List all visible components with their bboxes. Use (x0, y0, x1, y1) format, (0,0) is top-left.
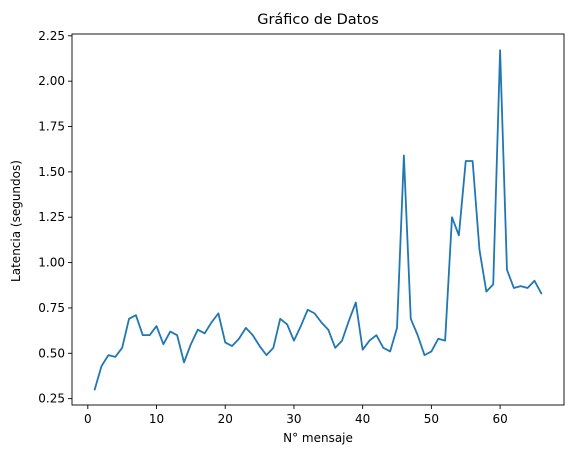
y-tick-label: 0.50 (38, 346, 65, 360)
chart-title: Gráfico de Datos (257, 12, 379, 28)
x-tick-label: 10 (149, 412, 164, 426)
y-tick-label: 1.75 (38, 120, 65, 134)
y-tick-label: 2.00 (38, 74, 65, 88)
y-tick-label: 1.25 (38, 210, 65, 224)
x-tick-label: 30 (286, 412, 301, 426)
y-tick-label: 1.00 (38, 256, 65, 270)
series-line-latencia (93, 49, 543, 391)
y-tick-label: 1.50 (38, 165, 65, 179)
y-tick-label: 0.25 (38, 392, 65, 406)
y-axis-title: Latencia (segundos) (9, 160, 23, 282)
x-tick-label: 50 (424, 412, 439, 426)
plot-area: 0 10 20 30 40 50 60 0.25 0.50 0.75 1.00 1.25 1.50 1.7… (38, 29, 565, 426)
y-tick-label: 2.25 (38, 29, 65, 43)
x-tick-label: 20 (218, 412, 233, 426)
x-tick-label: 40 (355, 412, 370, 426)
y-tick-label: 0.75 (38, 301, 65, 315)
x-tick-label: 60 (492, 412, 507, 426)
x-axis-title: N° mensaje (283, 431, 353, 445)
axes-frame (71, 33, 565, 406)
x-tick-label: 0 (84, 412, 92, 426)
